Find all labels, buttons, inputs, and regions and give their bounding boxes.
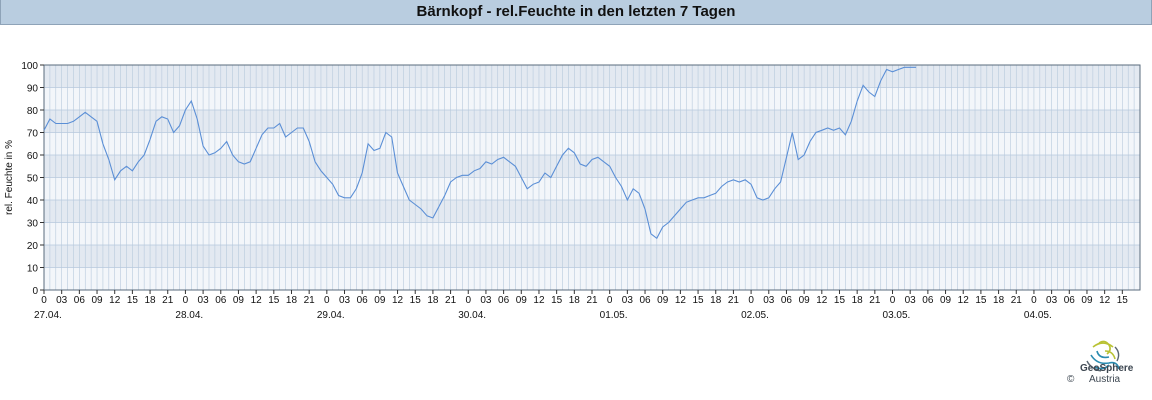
x-tick-label: 03 bbox=[763, 295, 775, 306]
x-tick-label: 06 bbox=[922, 295, 934, 306]
y-tick-label: 100 bbox=[21, 61, 38, 72]
x-tick-label: 21 bbox=[728, 295, 740, 306]
x-tick-label: 06 bbox=[781, 295, 793, 306]
x-tick-label: 09 bbox=[91, 295, 103, 306]
x-tick-label: 21 bbox=[586, 295, 598, 306]
y-tick-label: 50 bbox=[27, 174, 39, 185]
y-tick-label: 30 bbox=[27, 219, 39, 230]
x-tick-label: 12 bbox=[675, 295, 687, 306]
x-tick-label: 0 bbox=[324, 295, 330, 306]
x-tick-label: 15 bbox=[834, 295, 846, 306]
logo-name: GeoSphere bbox=[1080, 363, 1134, 374]
x-tick-label: 15 bbox=[268, 295, 280, 306]
x-tick-label: 09 bbox=[940, 295, 952, 306]
x-tick-label: 06 bbox=[357, 295, 369, 306]
x-tick-label: 12 bbox=[816, 295, 828, 306]
x-tick-label: 03 bbox=[339, 295, 351, 306]
date-label: 28.04. bbox=[175, 310, 203, 321]
x-tick-label: 21 bbox=[304, 295, 316, 306]
x-tick-label: 0 bbox=[607, 295, 613, 306]
x-tick-label: 09 bbox=[233, 295, 245, 306]
x-tick-label: 12 bbox=[251, 295, 263, 306]
x-tick-label: 18 bbox=[427, 295, 439, 306]
x-tick-label: 15 bbox=[693, 295, 705, 306]
x-tick-label: 18 bbox=[710, 295, 722, 306]
x-tick-label: 09 bbox=[374, 295, 386, 306]
x-tick-label: 06 bbox=[498, 295, 510, 306]
y-tick-label: 40 bbox=[27, 196, 39, 207]
date-label: 03.05. bbox=[883, 310, 911, 321]
x-tick-label: 06 bbox=[639, 295, 651, 306]
x-tick-label: 03 bbox=[622, 295, 634, 306]
x-tick-label: 18 bbox=[852, 295, 864, 306]
x-tick-label: 09 bbox=[516, 295, 528, 306]
x-tick-label: 03 bbox=[1046, 295, 1058, 306]
x-tick-label: 12 bbox=[958, 295, 970, 306]
x-tick-label: 12 bbox=[533, 295, 545, 306]
chart-title-bar: Bärnkopf - rel.Feuchte in den letzten 7 … bbox=[0, 0, 1152, 25]
x-tick-label: 0 bbox=[41, 295, 47, 306]
logo-copyright: © bbox=[1067, 374, 1075, 385]
date-label: 27.04. bbox=[34, 310, 62, 321]
date-label: 04.05. bbox=[1024, 310, 1052, 321]
x-tick-label: 03 bbox=[905, 295, 917, 306]
date-label: 30.04. bbox=[458, 310, 486, 321]
y-tick-label: 60 bbox=[27, 151, 39, 162]
x-tick-label: 18 bbox=[993, 295, 1005, 306]
y-axis-label: rel. Feuchte in % bbox=[4, 140, 15, 215]
x-tick-label: 0 bbox=[748, 295, 754, 306]
x-tick-label: 21 bbox=[162, 295, 174, 306]
y-tick-label: 20 bbox=[27, 241, 39, 252]
x-tick-label: 03 bbox=[56, 295, 68, 306]
y-tick-label: 0 bbox=[32, 286, 38, 297]
y-tick-label: 80 bbox=[27, 106, 39, 117]
x-tick-label: 0 bbox=[183, 295, 189, 306]
x-tick-label: 21 bbox=[869, 295, 881, 306]
x-tick-label: 15 bbox=[551, 295, 563, 306]
x-tick-label: 09 bbox=[657, 295, 669, 306]
date-label: 02.05. bbox=[741, 310, 769, 321]
date-label: 01.05. bbox=[600, 310, 628, 321]
x-tick-label: 21 bbox=[445, 295, 457, 306]
x-tick-label: 15 bbox=[1117, 295, 1129, 306]
x-tick-label: 12 bbox=[1099, 295, 1111, 306]
x-tick-label: 09 bbox=[1081, 295, 1093, 306]
x-tick-label: 15 bbox=[127, 295, 139, 306]
x-tick-label: 15 bbox=[410, 295, 422, 306]
x-tick-label: 0 bbox=[890, 295, 896, 306]
x-tick-label: 18 bbox=[286, 295, 298, 306]
x-tick-label: 18 bbox=[145, 295, 157, 306]
x-tick-label: 09 bbox=[799, 295, 811, 306]
x-tick-label: 18 bbox=[569, 295, 581, 306]
y-tick-label: 70 bbox=[27, 129, 39, 140]
x-tick-label: 12 bbox=[392, 295, 404, 306]
date-label: 29.04. bbox=[317, 310, 345, 321]
humidity-series-line bbox=[43, 66, 917, 240]
x-tick-label: 0 bbox=[465, 295, 471, 306]
chart-title: Bärnkopf - rel.Feuchte in den letzten 7 … bbox=[416, 3, 736, 20]
geosphere-logo-icon bbox=[1086, 340, 1120, 372]
y-tick-label: 10 bbox=[27, 264, 39, 275]
x-tick-label: 06 bbox=[1064, 295, 1076, 306]
x-tick-label: 03 bbox=[198, 295, 210, 306]
x-tick-label: 06 bbox=[215, 295, 227, 306]
logo-subtitle: Austria bbox=[1089, 374, 1121, 385]
x-tick-label: 15 bbox=[975, 295, 987, 306]
x-tick-label: 03 bbox=[480, 295, 492, 306]
y-tick-label: 90 bbox=[27, 84, 39, 95]
x-tick-label: 12 bbox=[109, 295, 121, 306]
x-tick-label: 21 bbox=[1011, 295, 1023, 306]
x-tick-label: 0 bbox=[1031, 295, 1037, 306]
x-tick-label: 06 bbox=[74, 295, 86, 306]
